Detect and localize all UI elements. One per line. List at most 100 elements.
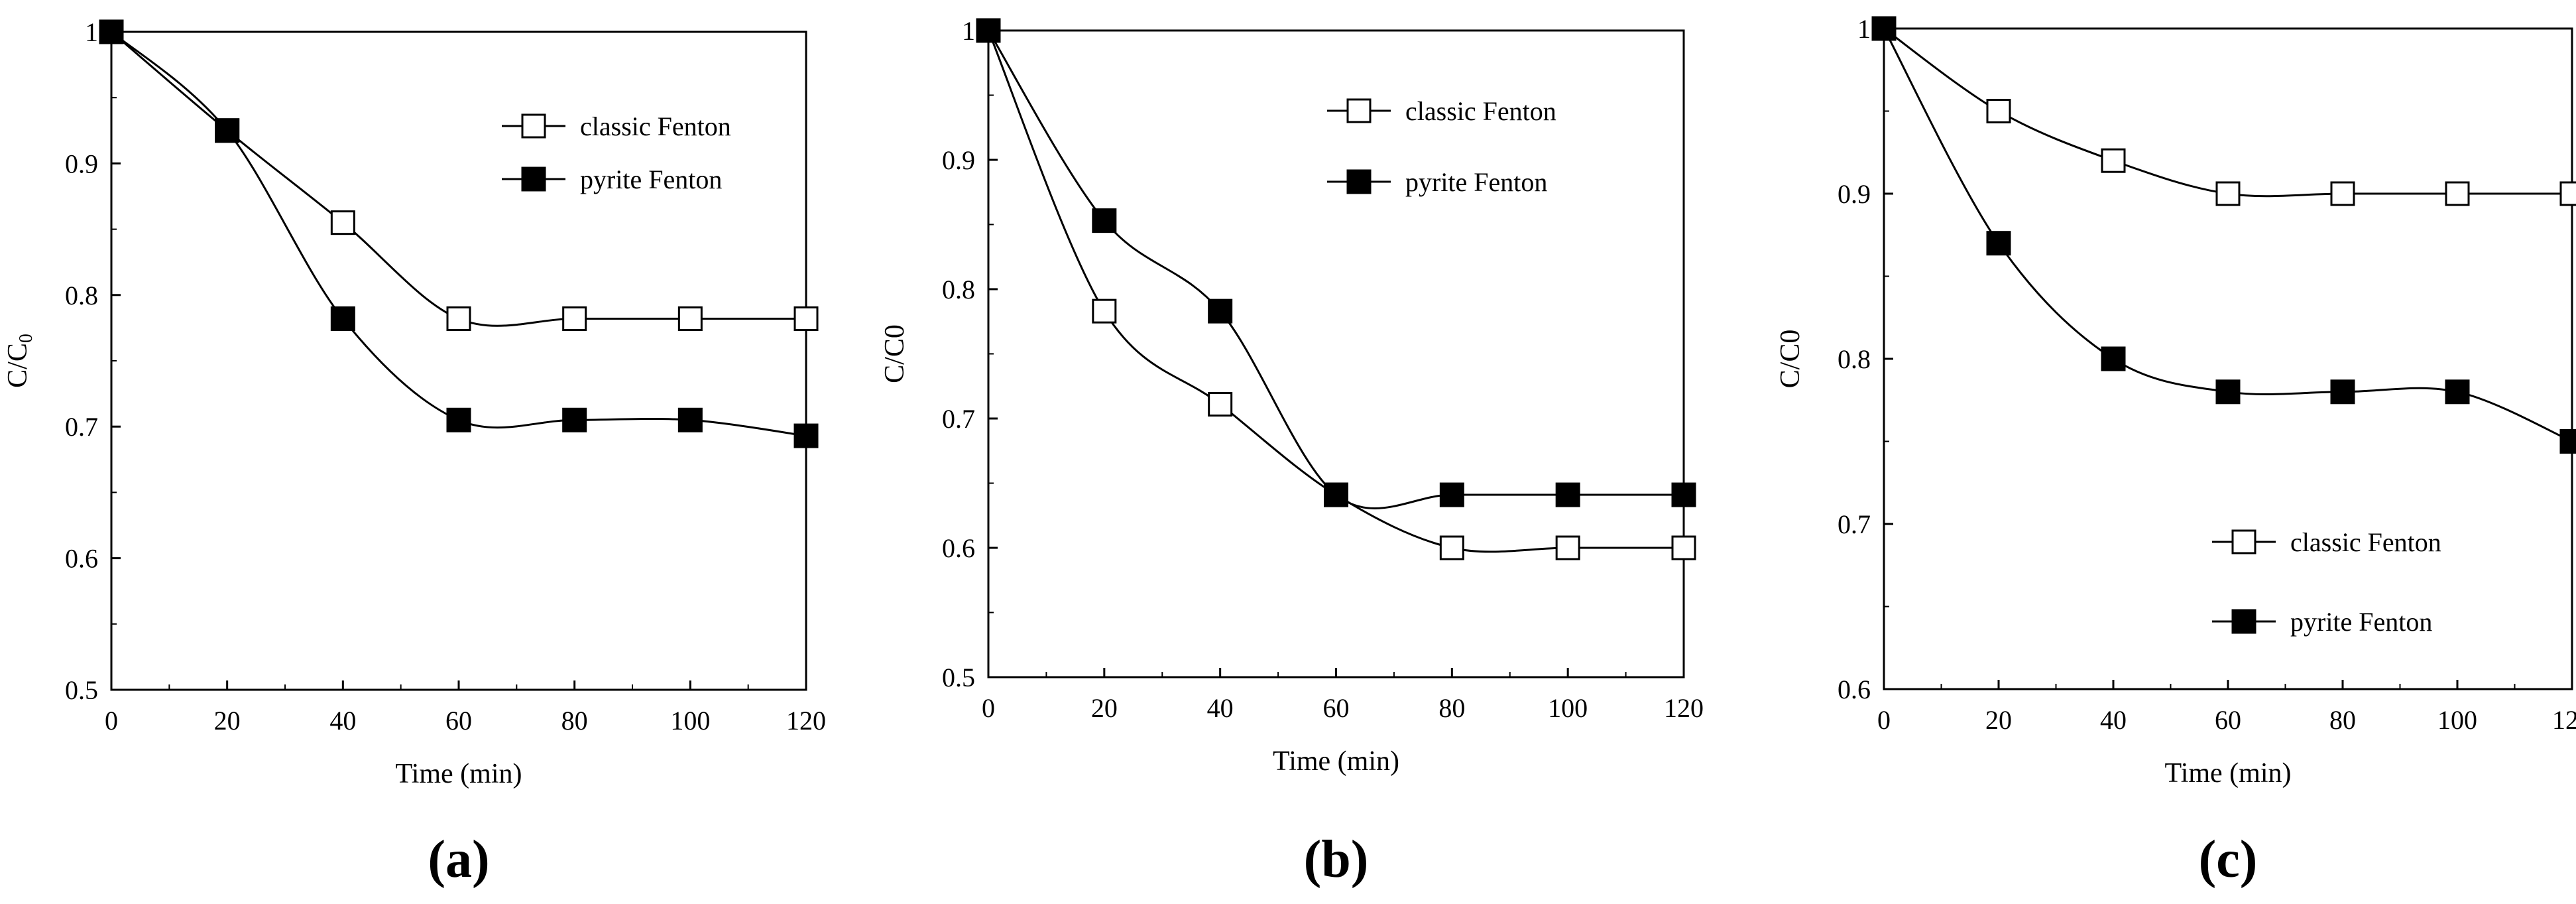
x-tick-label: 60 [1323, 693, 1350, 723]
x-tick-label: 20 [1985, 705, 2012, 735]
data-point-pyrite-fenton [2215, 379, 2241, 405]
y-tick-label: 0.9 [65, 149, 98, 178]
data-point-pyrite-fenton [330, 306, 355, 332]
data-point-pyrite-fenton [1208, 298, 1233, 324]
y-axis-title-main: C/C [3, 343, 33, 388]
data-point-classic-fenton [2215, 181, 2241, 206]
panel-label: (c) [2199, 830, 2258, 889]
legend-marker [1346, 98, 1372, 123]
x-tick-label: 20 [214, 706, 241, 736]
y-axis-title-subscript: 0 [16, 334, 36, 343]
data-point-pyrite-fenton [2101, 346, 2126, 371]
data-point-pyrite-fenton [2445, 379, 2470, 405]
x-tick-label: 0 [105, 706, 118, 736]
y-tick-label: 0.6 [1838, 675, 1871, 704]
data-point-pyrite-fenton [2330, 379, 2355, 405]
x-tick-label: 40 [329, 706, 356, 736]
data-point-classic-fenton [1671, 535, 1696, 560]
y-tick-label: 0.7 [942, 404, 975, 434]
legend-marker [521, 166, 546, 192]
data-point-pyrite-fenton [562, 407, 587, 432]
data-point-pyrite-fenton [2559, 429, 2576, 454]
x-tick-label: 100 [2437, 705, 2477, 735]
x-tick-label: 100 [670, 706, 710, 736]
data-point-classic-fenton [1208, 392, 1233, 417]
data-point-classic-fenton [2445, 181, 2470, 206]
y-tick-label: 0.9 [1838, 179, 1871, 209]
data-point-classic-fenton [2101, 148, 2126, 173]
data-point-pyrite-fenton [1324, 482, 1348, 507]
legend-marker [521, 113, 546, 139]
data-point-pyrite-fenton [677, 407, 703, 432]
y-tick-label: 0.8 [942, 275, 975, 304]
y-tick-label: 1 [962, 16, 975, 46]
data-point-classic-fenton [2559, 181, 2576, 206]
data-point-pyrite-fenton [793, 423, 819, 448]
x-tick-label: 40 [2100, 705, 2127, 735]
legend-marker [2231, 609, 2256, 634]
legend-label: pyrite Fenton [1405, 167, 1547, 197]
y-tick-label: 0.5 [942, 663, 975, 692]
legend: classic Fenton pyrite Fenton [2212, 527, 2441, 637]
y-tick-label: 1 [1857, 14, 1871, 44]
data-point-pyrite-fenton [215, 118, 240, 143]
x-tick-label: 60 [445, 706, 472, 736]
data-point-pyrite-fenton [99, 19, 124, 44]
data-point-classic-fenton [1092, 298, 1117, 324]
data-point-classic-fenton [677, 306, 703, 332]
chart-panel-2: 0.5 0.6 0.7 0.8 0.9 1 0 20 40 60 80 100 120 Time (min… [880, 16, 1704, 889]
data-point-classic-fenton [1986, 99, 2011, 123]
x-tick-label: 120 [786, 706, 826, 736]
data-point-pyrite-fenton [976, 18, 1001, 43]
data-point-pyrite-fenton [1439, 482, 1464, 507]
y-tick-label: 0.8 [65, 281, 98, 310]
x-tick-label: 80 [1438, 693, 1465, 723]
panel-label: (b) [1304, 830, 1369, 889]
data-point-classic-fenton [2330, 181, 2355, 206]
series-line-classic-fenton [987, 30, 1684, 553]
x-tick-label: 120 [1664, 693, 1704, 723]
data-point-pyrite-fenton [1871, 16, 1897, 41]
y-axis-title: C/C0 [880, 324, 910, 383]
x-tick-label: 80 [561, 706, 588, 736]
legend-label: classic Fenton [2290, 527, 2441, 557]
x-tick-label: 20 [1091, 693, 1118, 723]
y-tick-label: 0.5 [65, 675, 98, 705]
data-point-pyrite-fenton [1671, 482, 1696, 507]
x-tick-label: 80 [2329, 705, 2356, 735]
x-tick-label: 60 [2215, 705, 2241, 735]
x-tick-label: 120 [2552, 705, 2576, 735]
legend-label: classic Fenton [580, 111, 731, 141]
y-axis-title-main: C/C0 [880, 324, 910, 383]
data-point-classic-fenton [330, 210, 355, 235]
x-axis-title: Time (min) [396, 759, 522, 789]
y-tick-label: 0.9 [942, 145, 975, 175]
plot-frame [987, 29, 1685, 678]
legend-label: pyrite Fenton [2290, 607, 2432, 637]
x-axis-title: Time (min) [1273, 746, 1399, 777]
data-point-classic-fenton [1439, 535, 1464, 560]
chart-panel-3: 0.6 0.7 0.8 0.9 1 0 20 40 60 80 100 120 Time (min) C/… [1775, 14, 2576, 889]
legend: classic Fenton pyrite Fenton [502, 111, 731, 194]
data-point-pyrite-fenton [1555, 482, 1580, 507]
data-point-pyrite-fenton [1986, 231, 2011, 256]
series-line-pyrite-fenton [111, 31, 807, 437]
y-tick-label: 0.7 [1838, 509, 1871, 539]
data-point-classic-fenton [446, 306, 471, 332]
data-point-classic-fenton [1555, 535, 1580, 560]
x-tick-label: 0 [1877, 705, 1891, 735]
data-point-pyrite-fenton [1092, 208, 1117, 233]
y-tick-label: 0.8 [1838, 344, 1871, 374]
x-tick-label: 40 [1207, 693, 1234, 723]
x-tick-label: 0 [982, 693, 995, 723]
legend: classic Fenton pyrite Fenton [1327, 96, 1556, 197]
legend-label: classic Fenton [1405, 96, 1556, 126]
x-tick-label: 100 [1548, 693, 1588, 723]
y-tick-label: 0.6 [65, 544, 98, 574]
legend-marker [2231, 529, 2256, 554]
series-line-pyrite-fenton [987, 30, 1684, 510]
legend-marker [1346, 169, 1372, 194]
x-axis-title: Time (min) [2165, 758, 2292, 789]
plot-frame [1883, 27, 2573, 690]
